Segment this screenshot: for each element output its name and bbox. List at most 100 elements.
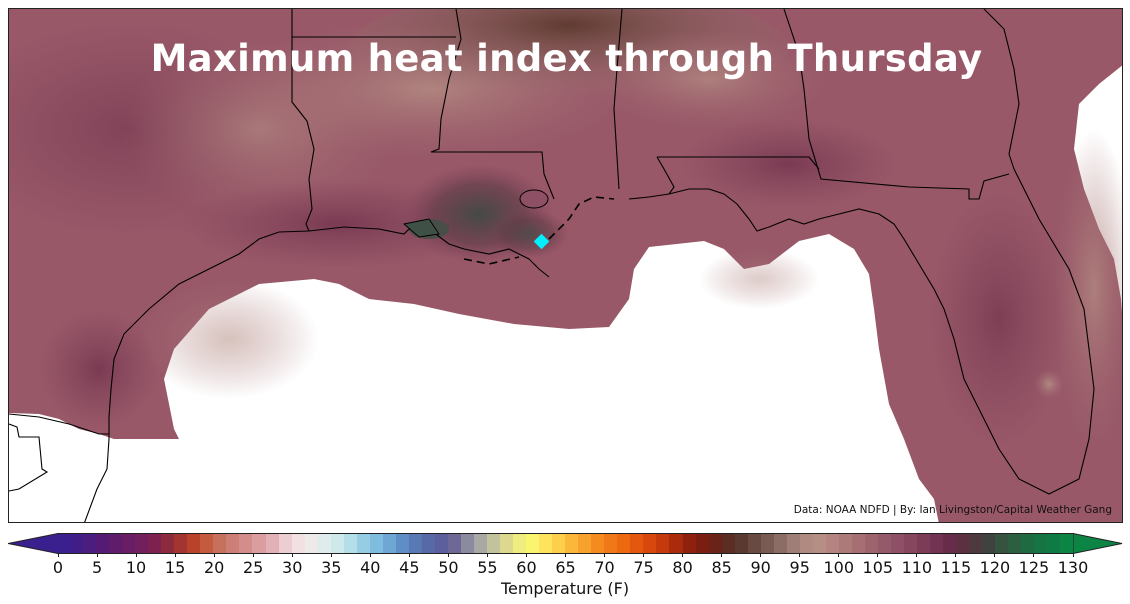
colorbar-segment	[395, 534, 409, 553]
colorbar-segment	[83, 534, 97, 553]
colorbar-tick: 120	[975, 553, 1015, 577]
colorbar-segment	[382, 534, 396, 553]
colorbar-segment	[812, 534, 826, 553]
colorbar-right-extend	[1073, 533, 1123, 554]
colorbar-tick: 55	[467, 553, 507, 577]
colorbar-tick: 125	[1014, 553, 1054, 577]
colorbar-segment	[578, 534, 592, 553]
colorbar-segment	[864, 534, 878, 553]
colorbar-segment	[57, 534, 71, 553]
colorbar-segment	[213, 534, 227, 553]
colorbar-segment	[682, 534, 696, 553]
colorbar-segment	[799, 534, 813, 553]
colorbar-segment	[773, 534, 787, 553]
colorbar-segment	[943, 534, 957, 553]
colorbar-tick: 35	[311, 553, 351, 577]
colorbar-tick: 60	[506, 553, 546, 577]
colorbar-tick: 25	[233, 553, 273, 577]
colorbar-segment	[174, 534, 188, 553]
colorbar-tick: 15	[155, 553, 195, 577]
colorbar-tick: 80	[663, 553, 703, 577]
colorbar-segment	[265, 534, 279, 553]
colorbar-tick-label: 45	[399, 558, 420, 577]
colorbar-segment	[995, 534, 1009, 553]
colorbar-tick-label: 30	[282, 558, 303, 577]
colorbar-segment	[291, 534, 305, 553]
colorbar-tick-label: 100	[823, 558, 855, 577]
colorbar-segment	[552, 534, 566, 553]
colorbar-tick-label: 105	[862, 558, 894, 577]
colorbar-segment	[148, 534, 162, 553]
colorbar-segment	[317, 534, 331, 553]
colorbar-segment	[565, 534, 579, 553]
colorbar-segment	[343, 534, 357, 553]
colorbar-tick-label: 80	[672, 558, 693, 577]
colorbar-segment	[617, 534, 631, 553]
colorbar-tick-label: 115	[940, 558, 972, 577]
colorbar-segment	[1008, 534, 1022, 553]
colorbar-segment	[969, 534, 983, 553]
colorbar-segment	[161, 534, 175, 553]
colorbar-tick: 130	[1053, 553, 1093, 577]
colorbar-segment	[487, 534, 501, 553]
heat-index-map: Maximum heat index through Thursday Data…	[8, 8, 1123, 523]
colorbar-segment	[226, 534, 240, 553]
colorbar-segment	[877, 534, 891, 553]
colorbar-tick-label: 50	[438, 558, 459, 577]
colorbar-segment	[1060, 534, 1074, 553]
colorbar-tick: 50	[428, 553, 468, 577]
colorbar-segment	[109, 534, 123, 553]
colorbar-segment	[656, 534, 670, 553]
colorbar-tick: 110	[897, 553, 937, 577]
colorbar-segment	[786, 534, 800, 553]
colorbar-gradient	[57, 533, 1074, 554]
colorbar-segment	[1034, 534, 1048, 553]
colorbar-segment	[1021, 534, 1035, 553]
colorbar-segment	[630, 534, 644, 553]
colorbar-segment	[747, 534, 761, 553]
colorbar-segment	[591, 534, 605, 553]
colorbar-segment	[474, 534, 488, 553]
colorbar-segment	[695, 534, 709, 553]
colorbar-segment	[851, 534, 865, 553]
colorbar-segment	[904, 534, 918, 553]
colorbar-segment	[604, 534, 618, 553]
colorbar-tick-label: 55	[477, 558, 498, 577]
colorbar-tick-label: 60	[516, 558, 537, 577]
colorbar-segment	[838, 534, 852, 553]
colorbar-segment	[304, 534, 318, 553]
colorbar-tick-label: 5	[91, 558, 103, 577]
colorbar-segment	[278, 534, 292, 553]
colorbar-tick-label: 75	[633, 558, 654, 577]
colorbar-segment	[252, 534, 266, 553]
colorbar-segment	[721, 534, 735, 553]
colorbar-label: Temperature (F)	[500, 579, 630, 598]
colorbar-tick-label: 0	[52, 558, 64, 577]
colorbar-tick: 90	[741, 553, 781, 577]
colorbar-tick-label: 35	[321, 558, 342, 577]
colorbar-tick-label: 90	[750, 558, 771, 577]
colorbar-tick: 95	[780, 553, 820, 577]
colorbar-tick: 20	[194, 553, 234, 577]
colorbar-segment	[917, 534, 931, 553]
colorbar-segment	[1047, 534, 1061, 553]
colorbar-segment	[421, 534, 435, 553]
colorbar-segment	[643, 534, 657, 553]
colorbar-segment	[122, 534, 136, 553]
colorbar-tick-label: 125	[1018, 558, 1050, 577]
colorbar-segment	[891, 534, 905, 553]
colorbar-tick: 10	[116, 553, 156, 577]
colorbar-tick-label: 40	[360, 558, 381, 577]
colorbar-segment	[135, 534, 149, 553]
colorbar-segment	[239, 534, 253, 553]
state-borders	[9, 9, 1095, 522]
colorbar-segment	[200, 534, 214, 553]
colorbar	[8, 533, 1123, 554]
colorbar-segment	[460, 534, 474, 553]
colorbar-ticks: 0 5 10 15 20 25 30 35 40 45 50 55 60 65 70 75 80 85 90 95 10…	[0, 553, 1130, 578]
colorbar-tick: 70	[585, 553, 625, 577]
colorbar-segment	[356, 534, 370, 553]
colorbar-segment	[500, 534, 514, 553]
colorbar-tick-label: 120	[979, 558, 1011, 577]
colorbar-tick: 5	[77, 553, 117, 577]
